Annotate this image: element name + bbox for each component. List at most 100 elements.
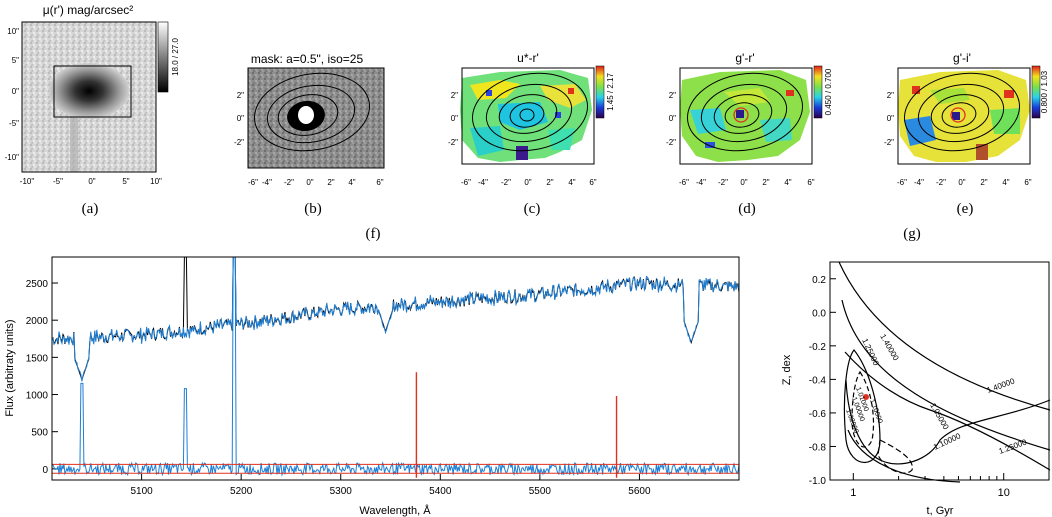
panel-c-title: u*-r' (517, 51, 539, 65)
tick-label: -6" (461, 178, 471, 187)
y-tick-label: -0.8 (809, 442, 827, 453)
x-tick-label: 5200 (230, 486, 253, 497)
caption-g: (g) (903, 226, 921, 242)
tick-label: 0" (669, 114, 676, 123)
y-tick-label: -1.0 (809, 476, 827, 487)
tick-label: -10" (5, 153, 20, 162)
contour-line (509, 102, 545, 128)
panel-b-xticks: -6" -4" -2" 0" 2" 4" 6" (248, 178, 384, 187)
tick-label: -2" (284, 178, 294, 187)
color-patch (486, 90, 492, 96)
tick-label: 5" (122, 177, 129, 186)
color-patch (516, 146, 528, 160)
contour-label: 1.10000 (868, 398, 883, 424)
contour-label: 1.25000 (998, 437, 1029, 456)
panel-e-xticks: -6" -4" -2" 0" 2" 4" 6" (897, 178, 1032, 187)
contour-line (498, 94, 558, 134)
tick-label: -5" (53, 177, 63, 186)
tick-label: 5" (12, 56, 19, 65)
contour-line (843, 349, 881, 464)
panel-d: g'-r' 0.450 / 0.700 -6" -4" -2" 0" 2" 4"… (666, 51, 833, 217)
panel-c-frame (461, 67, 595, 165)
best-fit-marker (863, 394, 869, 400)
panel-c-colorbar (595, 65, 605, 119)
tick-label: 0" (88, 177, 95, 186)
model-spectrum (51, 256, 740, 382)
panel-b-frame (247, 67, 385, 169)
x-tick-label: 1 (850, 487, 856, 499)
x-tick-label: 5300 (330, 486, 353, 497)
tick-label: 0" (887, 114, 894, 123)
x-tick-label: 5500 (529, 486, 552, 497)
panel-c: u*-r' 1.45 / 2.17 -6" -4" -2" 0" 2" 4" 6… (448, 51, 615, 217)
tick-label: 2" (887, 91, 894, 100)
x-tick-label: 5400 (429, 486, 452, 497)
y-tick-label: 0.2 (812, 275, 826, 286)
color-patch (705, 142, 715, 148)
panel-a-yticks: 10" 5" 0" -5" -10" (5, 27, 20, 162)
tick-label: 2" (237, 91, 244, 100)
contour-line (930, 94, 990, 134)
tick-label: -2" (448, 138, 458, 147)
tick-label: 2" (762, 178, 769, 187)
panel-c-xticks: -6" -4" -2" 0" 2" 4" 6" (461, 178, 597, 187)
tick-label: -2" (501, 178, 511, 187)
contour-line (844, 351, 1051, 471)
y-tick-label: 2500 (26, 279, 49, 290)
y-tick-label: 1000 (26, 391, 49, 402)
contour-line (841, 299, 1051, 451)
panel-a-crop-box (53, 65, 132, 118)
panel-d-yticks: 2" 0" -2" (666, 91, 676, 147)
contour-line (519, 108, 535, 122)
x-tick-label: 5600 (628, 486, 651, 497)
tick-label: 6" (1024, 178, 1031, 187)
tick-label: 0" (524, 178, 531, 187)
contour-line (941, 102, 977, 128)
color-patch (568, 88, 574, 94)
tick-label: -5" (9, 119, 19, 128)
contour-line (851, 370, 875, 448)
contour-line (904, 72, 1020, 152)
tick-label: -10" (20, 177, 35, 186)
contour-line (687, 72, 803, 152)
panel-e-title: g'-i' (953, 51, 971, 65)
panel-c-colorbar-label: 1.45 / 2.17 (606, 73, 615, 111)
y-tick-label: 0.0 (812, 308, 826, 319)
caption-b: (b) (304, 201, 322, 217)
panel-a-galaxy (49, 63, 129, 119)
caption-d: (d) (738, 201, 756, 217)
observed-spectrum (51, 256, 740, 382)
contour-ticks: 1 10 0.2 0.0 -0.2 -0.4 -0.6 -0.8 -1.0 (809, 275, 1010, 499)
panel-a-xticks: -10" -5" 0" 5" 10" (20, 177, 162, 186)
tick-label: -4" (262, 178, 272, 187)
tick-label: 2" (980, 178, 987, 187)
x-tick-label: 5100 (130, 486, 153, 497)
tick-label: -6" (679, 178, 689, 187)
contour-label: 1.40000 (986, 376, 1017, 395)
contour-chart: 1 10 0.2 0.0 -0.2 -0.4 -0.6 -0.8 -1.0 1.40000 1.… (781, 261, 1051, 517)
contour-line (950, 107, 966, 123)
panel-a-streak (70, 100, 78, 172)
tick-label: 0" (958, 178, 965, 187)
tick-label: 10" (150, 177, 162, 186)
y-tick-label: -0.4 (809, 375, 827, 386)
tick-label: -2" (666, 138, 676, 147)
tick-label: 4" (348, 178, 355, 187)
y-tick-label: 0 (42, 465, 48, 476)
color-patch (498, 102, 548, 130)
panel-b-title: mask: a=0.5", iso=25 (251, 52, 364, 66)
panel-d-colorbar (813, 65, 823, 119)
tick-label: 2" (669, 91, 676, 100)
contour-line (266, 84, 356, 144)
tick-label: 0" (740, 178, 747, 187)
color-patch (976, 144, 988, 160)
color-patch (912, 86, 920, 94)
contour-line (838, 261, 1051, 411)
tick-label: 2" (327, 178, 334, 187)
x-tick-label: 10 (998, 487, 1010, 499)
color-patch (736, 110, 744, 118)
color-patch (930, 88, 970, 104)
tick-label: 4" (1002, 178, 1009, 187)
tick-label: -4" (478, 178, 488, 187)
panel-c-yticks: 2" 0" -2" (448, 91, 458, 147)
